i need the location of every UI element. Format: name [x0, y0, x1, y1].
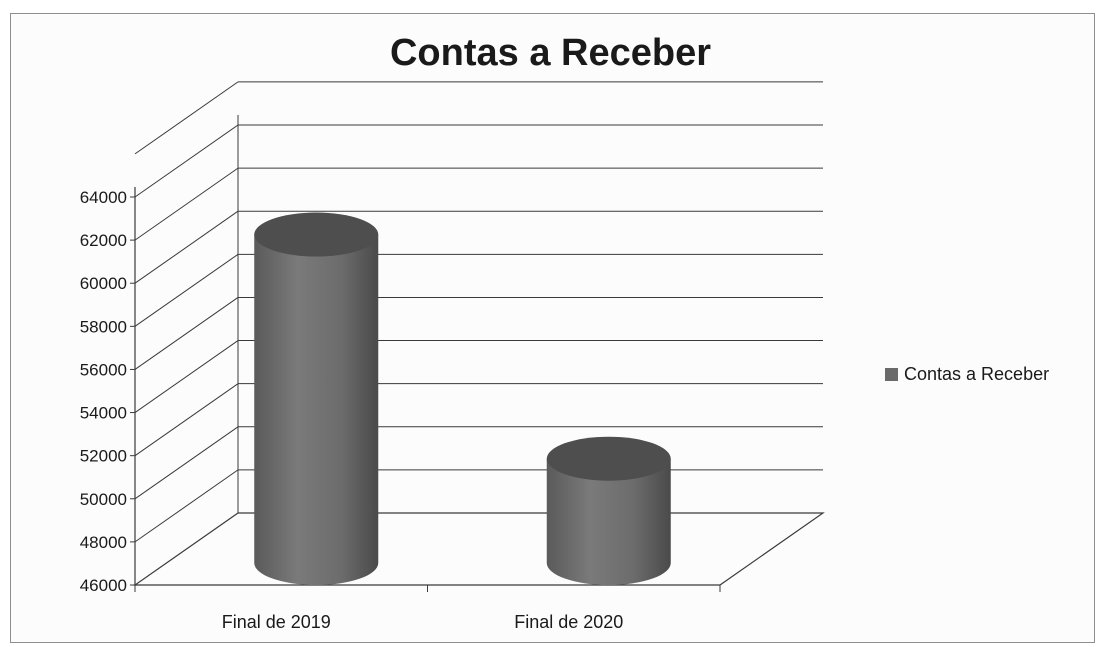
bar-body — [254, 234, 379, 586]
bar-top — [254, 212, 379, 257]
y-tick-label: 50000 — [80, 490, 127, 509]
x-tick-label: Final de 2020 — [514, 612, 623, 632]
bar-body — [546, 458, 671, 585]
legend-swatch — [885, 368, 898, 381]
legend-label: Contas a Receber — [904, 364, 1050, 384]
chart-title: Contas a Receber — [389, 32, 711, 74]
y-tick-label: 46000 — [80, 576, 127, 595]
gridline-side — [134, 124, 239, 198]
gridline-side — [134, 297, 239, 370]
legend: Contas a Receber — [885, 364, 1049, 385]
y-tick-label: 62000 — [80, 231, 127, 250]
bar-top — [546, 436, 671, 481]
gridline-side — [134, 340, 239, 413]
gridline-side — [134, 210, 239, 284]
bar — [546, 436, 671, 585]
chart-floor — [133, 512, 825, 586]
bar — [254, 212, 379, 586]
gridline-side — [134, 383, 239, 457]
gridline-side — [134, 426, 239, 500]
y-tick-label: 48000 — [80, 533, 127, 552]
y-tick-label: 54000 — [80, 404, 127, 423]
x-tick-label: Final de 2019 — [222, 612, 331, 632]
gridline-side — [134, 469, 239, 543]
y-tick-label: 56000 — [80, 360, 127, 379]
y-tick-label: 58000 — [80, 317, 127, 336]
y-tick-label: 60000 — [80, 274, 127, 293]
gridline-side — [134, 253, 239, 327]
y-tick-label: 64000 — [80, 188, 127, 207]
y-tick-label: 52000 — [80, 447, 127, 466]
gridline-side — [134, 167, 239, 241]
gridline-side — [134, 81, 239, 155]
